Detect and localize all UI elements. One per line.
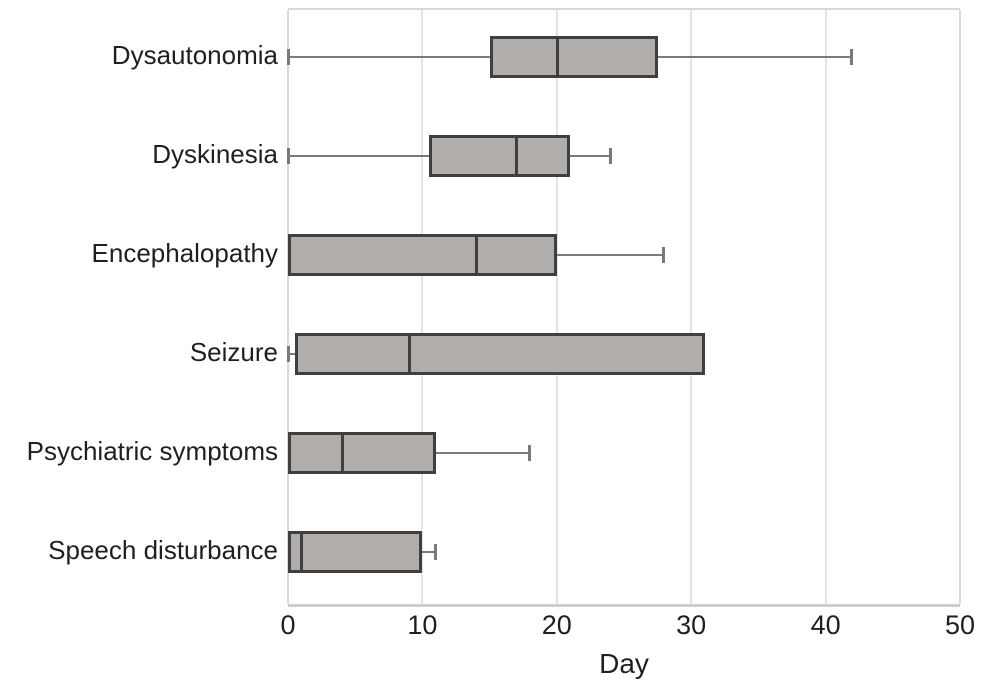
- whisker-cap-max-encephalopathy: [662, 247, 666, 263]
- x-axis-title: Day: [599, 648, 649, 679]
- gridline-day-30: [690, 10, 693, 604]
- box-speech-disturbance: [288, 531, 423, 573]
- whisker-upper-speech-disturbance: [422, 551, 436, 553]
- category-label-psychiatric-symptoms: Psychiatric symptoms: [26, 436, 278, 466]
- median-dyskinesia: [515, 135, 519, 177]
- x-tick-50: 50: [944, 610, 976, 640]
- x-tick-40: 40: [810, 610, 841, 640]
- whisker-cap-min-dyskinesia: [287, 148, 290, 164]
- x-tick-20: 20: [541, 610, 572, 640]
- median-dysautonomia: [555, 36, 559, 78]
- whisker-lower-dyskinesia: [288, 155, 430, 157]
- category-label-dyskinesia: Dyskinesia: [152, 139, 278, 169]
- whisker-upper-dysautonomia: [657, 56, 853, 58]
- x-tick-10: 10: [407, 610, 438, 640]
- whisker-lower-seizure: [288, 353, 295, 355]
- category-label-dysautonomia: Dysautonomia: [111, 40, 278, 70]
- plot-area: [287, 8, 961, 607]
- whisker-upper-psychiatric-symptoms: [435, 452, 530, 454]
- category-label-encephalopathy: Encephalopathy: [91, 238, 278, 268]
- x-axis-line: [288, 604, 960, 607]
- gridline-day-50: [959, 10, 961, 604]
- gridline-day-40: [824, 10, 827, 604]
- box-seizure: [294, 333, 705, 375]
- box-encephalopathy: [288, 234, 557, 276]
- median-psychiatric-symptoms: [340, 432, 344, 474]
- median-encephalopathy: [475, 234, 479, 276]
- box-psychiatric-symptoms: [288, 432, 436, 474]
- whisker-upper-encephalopathy: [556, 254, 665, 256]
- whisker-lower-dysautonomia: [288, 56, 490, 58]
- x-tick-0: 0: [280, 610, 296, 640]
- category-label-speech-disturbance: Speech disturbance: [48, 535, 278, 565]
- whisker-cap-max-speech-disturbance: [433, 544, 437, 560]
- category-label-seizure: Seizure: [189, 337, 278, 367]
- gridline-day-20: [555, 10, 558, 604]
- box-dysautonomia: [489, 36, 658, 78]
- median-speech-disturbance: [300, 531, 304, 573]
- whisker-cap-min-seizure: [287, 346, 290, 362]
- whisker-cap-max-dysautonomia: [850, 49, 854, 65]
- whisker-upper-dyskinesia: [570, 155, 611, 157]
- gridline-day-0: [287, 10, 289, 604]
- gridline-day-10: [421, 10, 424, 604]
- x-tick-30: 30: [676, 610, 707, 640]
- median-seizure: [407, 333, 411, 375]
- whisker-cap-max-psychiatric-symptoms: [527, 445, 531, 461]
- box-dyskinesia: [429, 135, 571, 177]
- whisker-cap-max-dyskinesia: [608, 148, 612, 164]
- whisker-cap-min-dysautonomia: [287, 49, 290, 65]
